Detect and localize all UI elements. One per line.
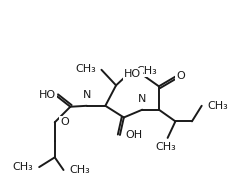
Text: CH₃: CH₃: [136, 65, 157, 76]
Text: CH₃: CH₃: [13, 162, 33, 172]
Text: N: N: [138, 94, 147, 104]
Text: HO: HO: [39, 90, 56, 100]
Text: CH₃: CH₃: [155, 142, 176, 152]
Text: CH₃: CH₃: [75, 64, 96, 74]
Text: CH₃: CH₃: [207, 101, 228, 111]
Text: O: O: [60, 117, 69, 127]
Text: OH: OH: [126, 130, 143, 140]
Text: HO: HO: [124, 69, 141, 79]
Text: O: O: [177, 71, 185, 81]
Text: CH₃: CH₃: [69, 165, 90, 175]
Text: N: N: [83, 90, 91, 100]
